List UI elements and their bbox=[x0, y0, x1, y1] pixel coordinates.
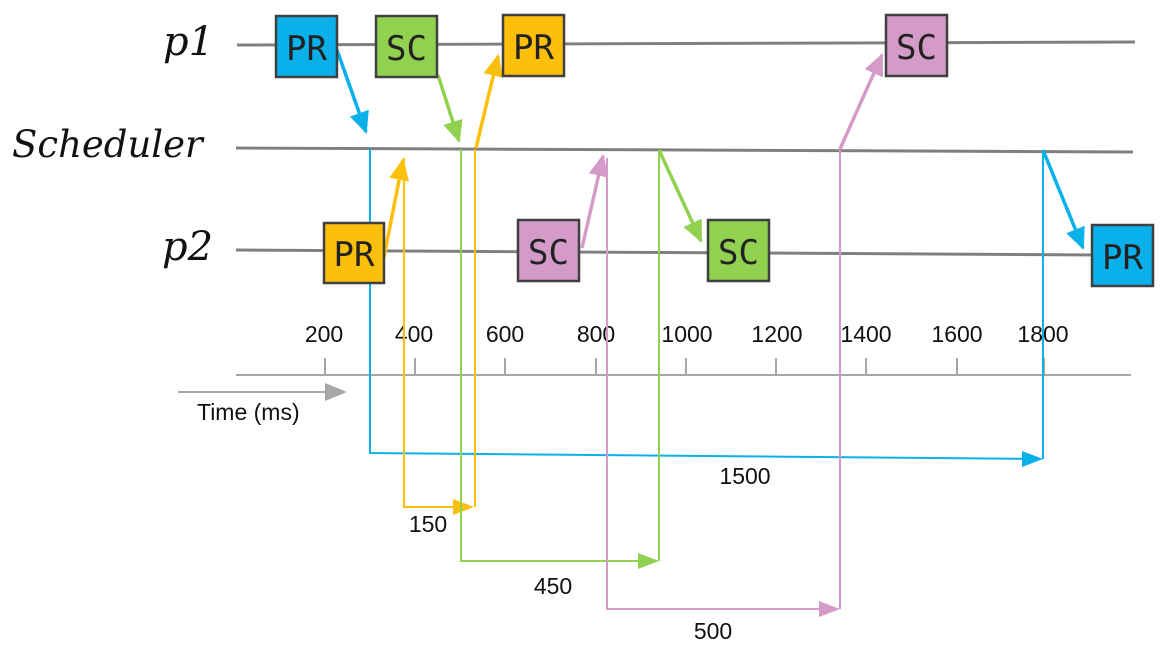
p2-sc-box-2-label: SC bbox=[718, 233, 759, 273]
p1-sc-box: SC bbox=[374, 14, 439, 79]
duration-arrowhead-pink bbox=[819, 601, 840, 617]
scheduler-lane-line bbox=[235, 146, 1134, 154]
message-arrow-scheduler-to-p1-pr bbox=[474, 54, 504, 149]
p1-sc-box-label: SC bbox=[386, 29, 427, 69]
duration-bracket-green bbox=[460, 149, 640, 562]
tick-label-1200: 1200 bbox=[751, 321, 802, 347]
p2-pr-box: PR bbox=[322, 221, 386, 285]
tick-label-800: 800 bbox=[577, 321, 615, 347]
message-arrow-p1-sc-to-scheduler bbox=[436, 74, 463, 143]
duration-label-blue: 1500 bbox=[719, 463, 770, 489]
message-arrow-p2-pr-to-scheduler bbox=[382, 158, 409, 258]
p1-sc-box-2-rect bbox=[884, 13, 949, 78]
p2-pr-box-2: PR bbox=[1090, 223, 1155, 288]
p2-pr-box-rect bbox=[322, 221, 386, 285]
duration-arrowhead-green bbox=[638, 553, 659, 569]
duration-label-green: 450 bbox=[534, 573, 572, 599]
axis-title: Time (ms) bbox=[197, 399, 300, 425]
duration-bracket-yellow bbox=[403, 158, 455, 508]
p1-pr-box-label: PR bbox=[286, 29, 327, 69]
tick-label-600: 600 bbox=[486, 321, 524, 347]
tick-label-400: 400 bbox=[395, 321, 433, 347]
p1-lane-line bbox=[236, 40, 1136, 47]
p1-pr-box-2-rect bbox=[501, 13, 566, 78]
p2-sc-box-2: SC bbox=[706, 218, 771, 283]
duration-bracket-pink bbox=[606, 158, 822, 610]
tick-label-1600: 1600 bbox=[931, 321, 982, 347]
p1-pr-box-2-label: PR bbox=[513, 28, 554, 68]
p2-pr-box-2-rect bbox=[1090, 223, 1155, 288]
p1-pr-box: PR bbox=[274, 14, 339, 79]
p2-sc-box-rect bbox=[516, 218, 581, 283]
p2-sc-box: SC bbox=[516, 218, 581, 283]
p1-sc-box-2-label: SC bbox=[896, 28, 937, 68]
tick-label-1400: 1400 bbox=[840, 321, 891, 347]
p1-pr-box-2: PR bbox=[501, 13, 566, 78]
p1-sc-box-2: SC bbox=[884, 13, 949, 78]
p2-sc-box-label: SC bbox=[528, 233, 569, 273]
p2-pr-box-2-label: PR bbox=[1102, 238, 1143, 278]
tick-label-200: 200 bbox=[305, 321, 343, 347]
p2-pr-box-label: PR bbox=[334, 235, 375, 275]
tick-label-1000: 1000 bbox=[661, 321, 712, 347]
lane-label-p2: p2 bbox=[162, 224, 213, 270]
message-arrow-scheduler-to-p1-sc bbox=[838, 53, 884, 150]
p2-sc-box-2-rect bbox=[706, 218, 771, 283]
duration-arrowhead-yellow bbox=[453, 499, 474, 515]
duration-bracket-blue bbox=[369, 148, 1040, 464]
message-arrow-p2-sc-to-scheduler bbox=[580, 154, 609, 249]
p1-pr-box-rect bbox=[274, 14, 339, 79]
lane-label-scheduler: Scheduler bbox=[12, 123, 205, 166]
lane-label-p1: p1 bbox=[163, 19, 214, 65]
duration-arrowhead-blue bbox=[1022, 451, 1043, 467]
message-arrow-scheduler-to-p2-sc bbox=[657, 149, 703, 243]
p1-sc-box-rect bbox=[374, 14, 439, 79]
duration-label-yellow: 150 bbox=[409, 511, 447, 537]
message-arrow-p1-pr-to-scheduler bbox=[335, 49, 369, 134]
message-arrow-scheduler-to-p2-pr bbox=[1041, 149, 1085, 250]
duration-label-pink: 500 bbox=[694, 618, 732, 644]
